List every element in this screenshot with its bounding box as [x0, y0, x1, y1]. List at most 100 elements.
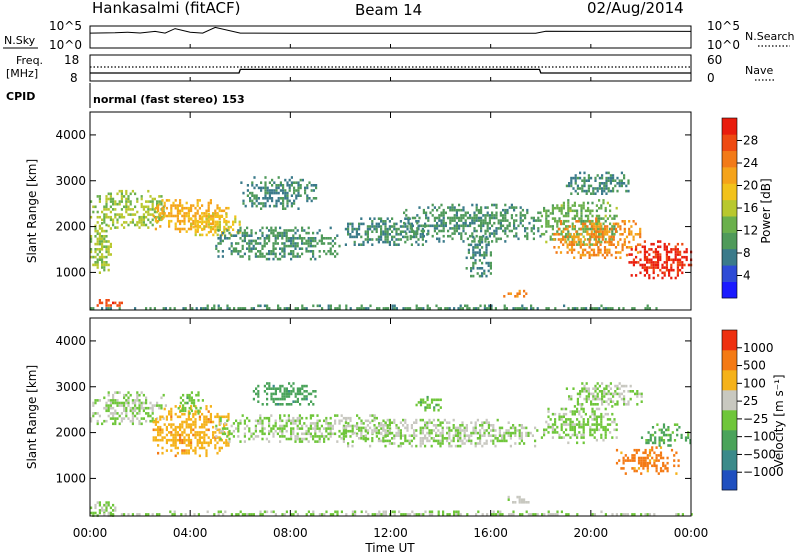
- heatmap-cell: [118, 422, 121, 426]
- heatmap-cell: [312, 244, 315, 248]
- heatmap-cell: [386, 429, 389, 433]
- heatmap-cell: [424, 421, 427, 424]
- heatmap-cell: [428, 421, 431, 424]
- heatmap-cell: [105, 261, 108, 264]
- heatmap-cell: [556, 222, 559, 226]
- heatmap-cell: [177, 406, 180, 410]
- heatmap-cell: [103, 511, 106, 515]
- heatmap-cell: [287, 229, 290, 232]
- heatmap-cell: [628, 233, 631, 236]
- heatmap-cell: [198, 431, 201, 434]
- heatmap-cell: [161, 446, 164, 450]
- heatmap-cell: [294, 422, 297, 425]
- heatmap-cell: [384, 225, 387, 228]
- heatmap-cell: [179, 209, 182, 213]
- heatmap-cell: [619, 233, 622, 236]
- heatmap-cell: [386, 240, 389, 244]
- heatmap-cell: [211, 307, 214, 310]
- heatmap-cell: [154, 219, 157, 223]
- heatmap-cell: [397, 243, 400, 246]
- heatmap-cell: [587, 176, 590, 180]
- heatmap-cell: [120, 215, 123, 219]
- heatmap-cell: [107, 215, 110, 219]
- heatmap-cell: [219, 416, 222, 420]
- heatmap-cell: [241, 255, 244, 258]
- heatmap-cell: [527, 501, 530, 504]
- heatmap-cell: [589, 222, 592, 226]
- heatmap-cell: [499, 214, 502, 217]
- heatmap-cell: [367, 437, 370, 441]
- heatmap-cell: [427, 219, 430, 222]
- heatmap-cell: [323, 427, 326, 430]
- heatmap-cell: [449, 206, 452, 209]
- heatmap-cell: [219, 510, 222, 514]
- heatmap-cell: [365, 510, 368, 514]
- heatmap-cell: [438, 240, 441, 243]
- heatmap-cell: [127, 195, 130, 198]
- heatmap-cell: [286, 197, 289, 200]
- heatmap-cell: [151, 412, 154, 415]
- heatmap-cell: [221, 255, 224, 258]
- heatmap-cell: [469, 216, 472, 220]
- heatmap-cell: [391, 230, 394, 233]
- heatmap-cell: [103, 229, 106, 233]
- heatmap-cell: [461, 429, 464, 432]
- heatmap-cell: [272, 231, 275, 235]
- heatmap-cell: [425, 211, 428, 215]
- heatmap-cell: [349, 435, 352, 438]
- heatmap-cell: [274, 242, 277, 245]
- heatmap-cell: [519, 206, 522, 209]
- heatmap-cell: [174, 225, 177, 228]
- heatmap-cell: [145, 307, 148, 310]
- heatmap-cell: [351, 432, 354, 436]
- heatmap-cell: [582, 206, 585, 210]
- heatmap-cell: [428, 307, 431, 310]
- heatmap-cell: [109, 417, 112, 420]
- heatmap-cell: [650, 261, 653, 264]
- heatmap-cell: [170, 423, 173, 426]
- heatmap-cell: [266, 186, 269, 190]
- heatmap-cell: [421, 429, 424, 432]
- heatmap-cell: [602, 217, 605, 220]
- heatmap-cell: [198, 214, 201, 218]
- heatmap-cell: [668, 258, 671, 262]
- heatmap-cell: [564, 238, 567, 241]
- heatmap-cell: [315, 197, 318, 200]
- heatmap-cell: [524, 227, 527, 230]
- heatmap-cell: [582, 204, 585, 207]
- heatmap-cell: [279, 429, 282, 433]
- heatmap-cell: [566, 235, 569, 239]
- heatmap-cell: [526, 211, 529, 215]
- heatmap-cell: [467, 248, 470, 252]
- heatmap-cell: [449, 216, 452, 220]
- heatmap-cell: [321, 513, 324, 516]
- heatmap-cell: [259, 513, 262, 516]
- heatmap-cell: [342, 431, 345, 435]
- heatmap-cell: [282, 186, 285, 190]
- heatmap-cell: [668, 268, 671, 272]
- heatmap-cell: [98, 242, 101, 246]
- heatmap-cell: [190, 428, 193, 432]
- heatmap-cell: [644, 456, 647, 460]
- heatmap-cell: [138, 513, 141, 516]
- heatmap-cell: [626, 513, 629, 516]
- heatmap-cell: [648, 451, 652, 455]
- heatmap-cell: [116, 192, 119, 196]
- heatmap-cell: [388, 442, 391, 445]
- heatmap-cell: [299, 186, 302, 190]
- heatmap-cell: [160, 396, 163, 400]
- heatmap-cell: [460, 234, 463, 238]
- heatmap-cell: [662, 456, 665, 460]
- velocity-ylabel: Slant Range [km]: [25, 365, 39, 469]
- heatmap-cell: [248, 427, 251, 430]
- heatmap-cell: [431, 203, 434, 207]
- heatmap-cell: [240, 181, 243, 184]
- heatmap-cell: [96, 304, 99, 307]
- heatmap-cell: [309, 432, 312, 436]
- heatmap-cell: [276, 237, 279, 240]
- heatmap-cell: [484, 237, 487, 241]
- heatmap-cell: [607, 187, 610, 190]
- heatmap-cell: [579, 390, 582, 393]
- heatmap-cell: [239, 229, 242, 232]
- heatmap-cell: [589, 243, 592, 246]
